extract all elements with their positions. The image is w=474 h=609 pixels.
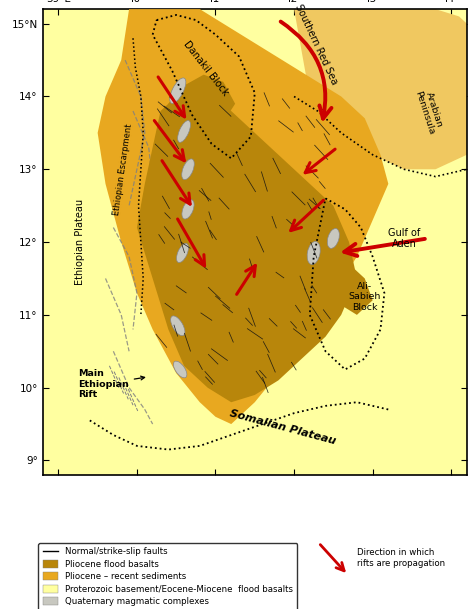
Ellipse shape — [176, 244, 189, 262]
Ellipse shape — [171, 316, 185, 336]
Polygon shape — [255, 206, 373, 315]
Text: Somalian Plateau: Somalian Plateau — [228, 409, 337, 447]
Text: Ethiopian Escarpment: Ethiopian Escarpment — [112, 123, 134, 216]
Ellipse shape — [182, 200, 194, 219]
Text: Main
Ethiopian
Rift: Main Ethiopian Rift — [78, 369, 145, 399]
Text: Danakil Block: Danakil Block — [182, 40, 230, 98]
Ellipse shape — [307, 242, 320, 264]
Polygon shape — [168, 75, 235, 129]
Ellipse shape — [170, 78, 186, 104]
Ellipse shape — [173, 361, 187, 378]
Polygon shape — [137, 89, 357, 402]
Text: Gulf of
Aden: Gulf of Aden — [388, 228, 420, 249]
Ellipse shape — [328, 228, 339, 248]
Text: Ali-
Sabieh
Block: Ali- Sabieh Block — [348, 282, 381, 312]
Polygon shape — [294, 9, 467, 169]
Legend: Normal/strike-slip faults, Pliocene flood basalts, Pliocene – recent sediments, : Normal/strike-slip faults, Pliocene floo… — [38, 543, 298, 609]
Ellipse shape — [178, 121, 191, 143]
Ellipse shape — [182, 159, 194, 180]
Text: Direction in which
rifts are propagation: Direction in which rifts are propagation — [356, 548, 445, 568]
Text: Arabian
Peninsula: Arabian Peninsula — [413, 86, 446, 136]
Text: Southern Red Sea: Southern Red Sea — [293, 2, 339, 86]
Text: Ethiopian Plateau: Ethiopian Plateau — [75, 199, 85, 285]
Polygon shape — [98, 9, 388, 424]
